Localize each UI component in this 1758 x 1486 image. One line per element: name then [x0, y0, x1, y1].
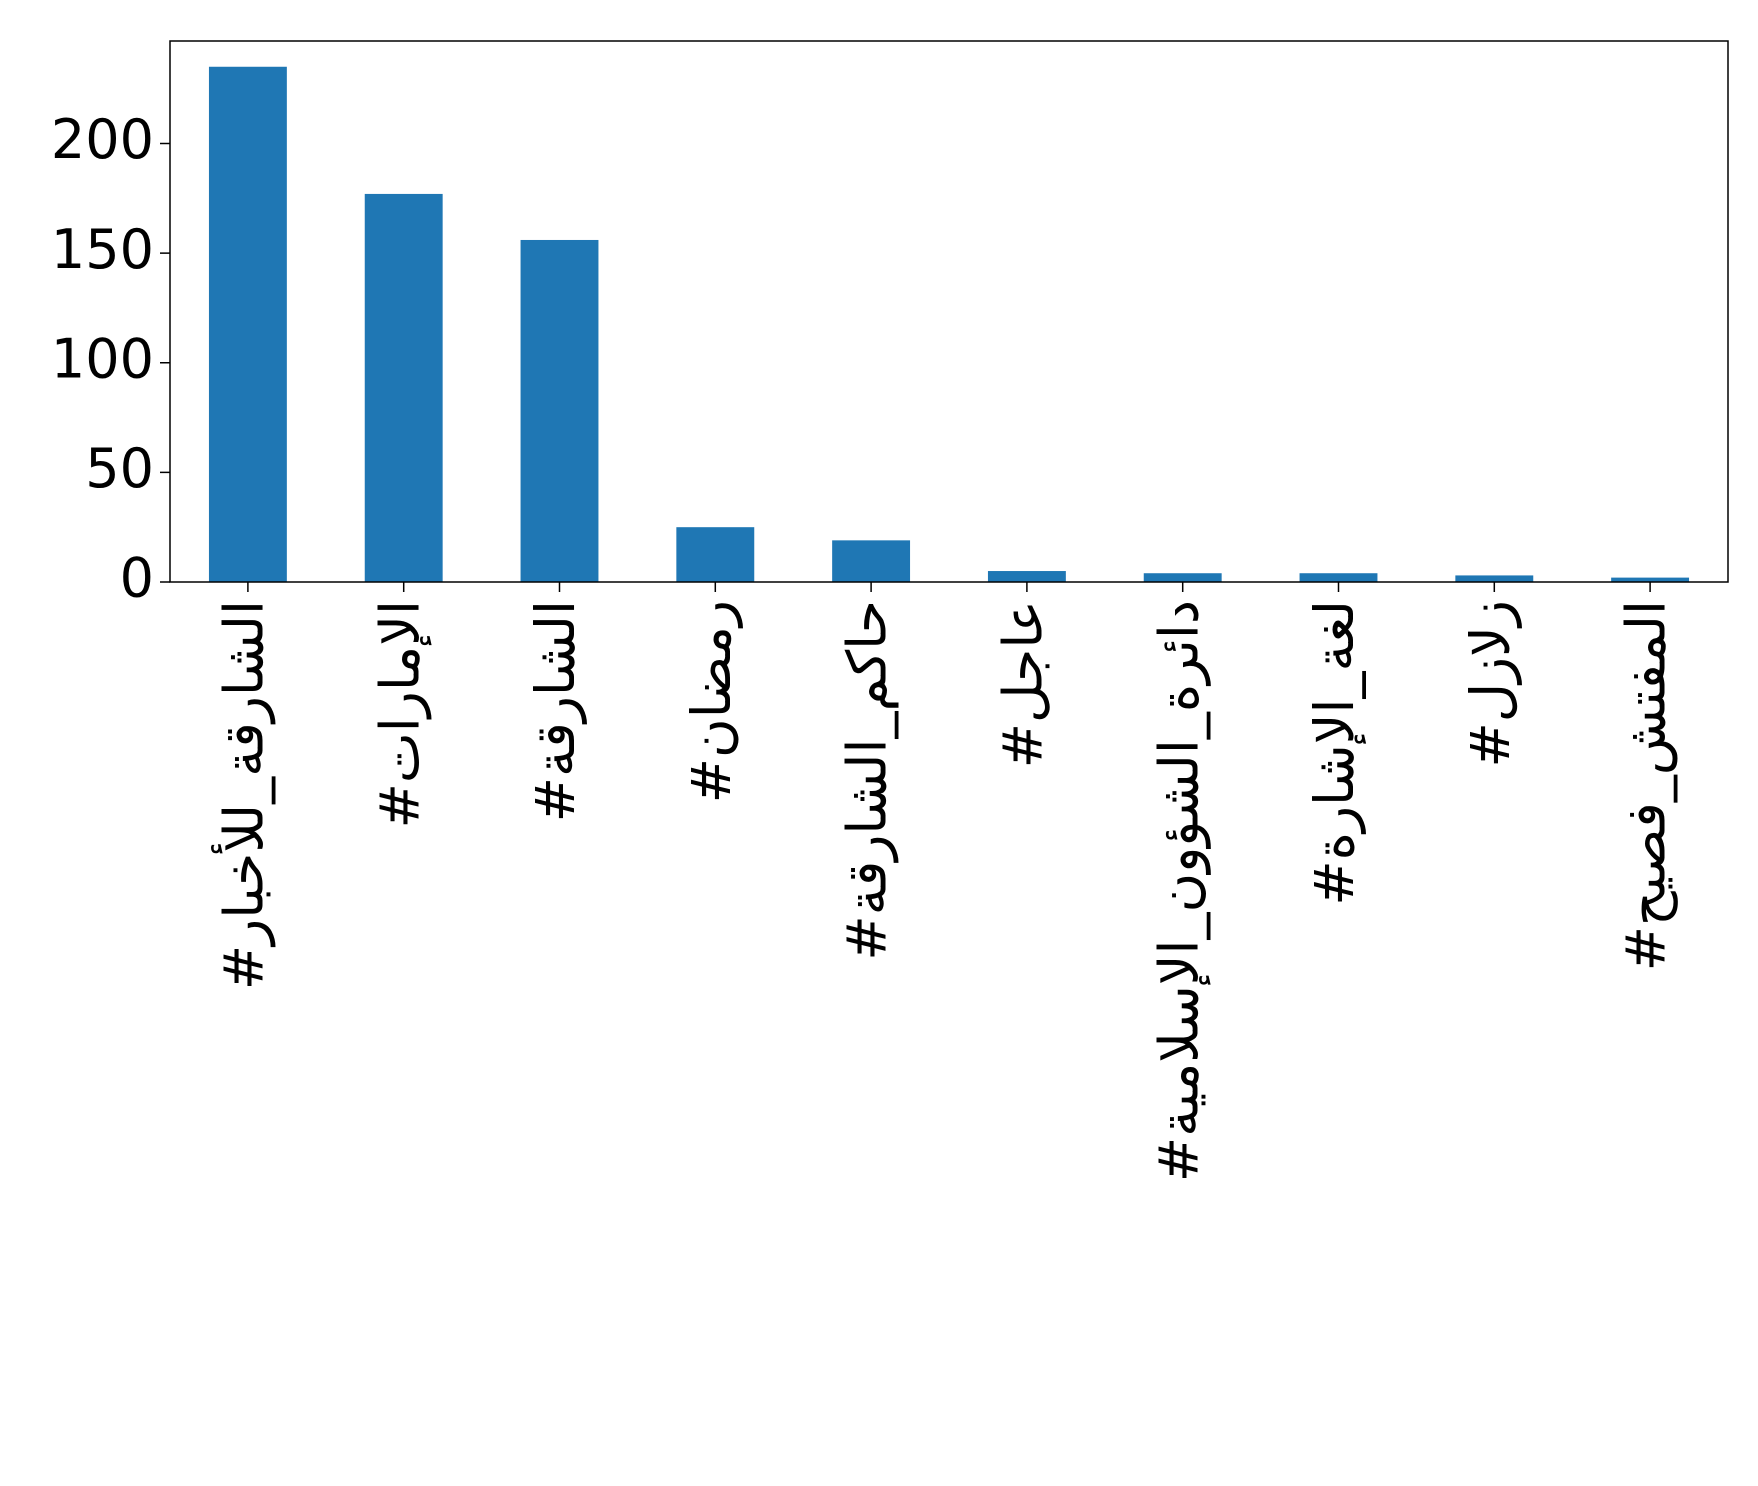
bar [208, 66, 287, 582]
bar [1143, 573, 1222, 582]
x-tick-label: #عاجل [992, 600, 1055, 768]
plot-frame [169, 40, 1729, 583]
bar [676, 527, 755, 582]
y-tick-label: 200 [51, 108, 154, 171]
x-tick-label: #دائرة_الشؤون_الإسلامية [1147, 600, 1210, 1182]
x-tick-label: #زلازل [1459, 600, 1522, 767]
y-tick-label: 150 [51, 218, 154, 281]
bar [1611, 577, 1690, 582]
x-tick-label: #الشارقة [524, 600, 587, 822]
bar [987, 571, 1066, 582]
bar [520, 239, 599, 582]
bar [1299, 573, 1378, 582]
x-tick-label: #الشارقة_للأخبار [211, 600, 276, 990]
bar [832, 540, 911, 582]
y-tick-label: 50 [85, 437, 154, 500]
bar [1455, 575, 1534, 582]
x-tick-label: #الإمارات [368, 600, 431, 828]
x-tick-label: #لغة_الإشارة [1303, 600, 1366, 906]
x-tick-label: #المفتش_فصيح [1615, 600, 1679, 971]
y-tick-label: 0 [120, 547, 154, 610]
x-tick-label: #حاكم_الشارقة [836, 600, 899, 961]
bar [364, 193, 443, 582]
y-tick-label: 100 [51, 327, 154, 390]
x-tick-label: #رمضان [680, 600, 743, 803]
